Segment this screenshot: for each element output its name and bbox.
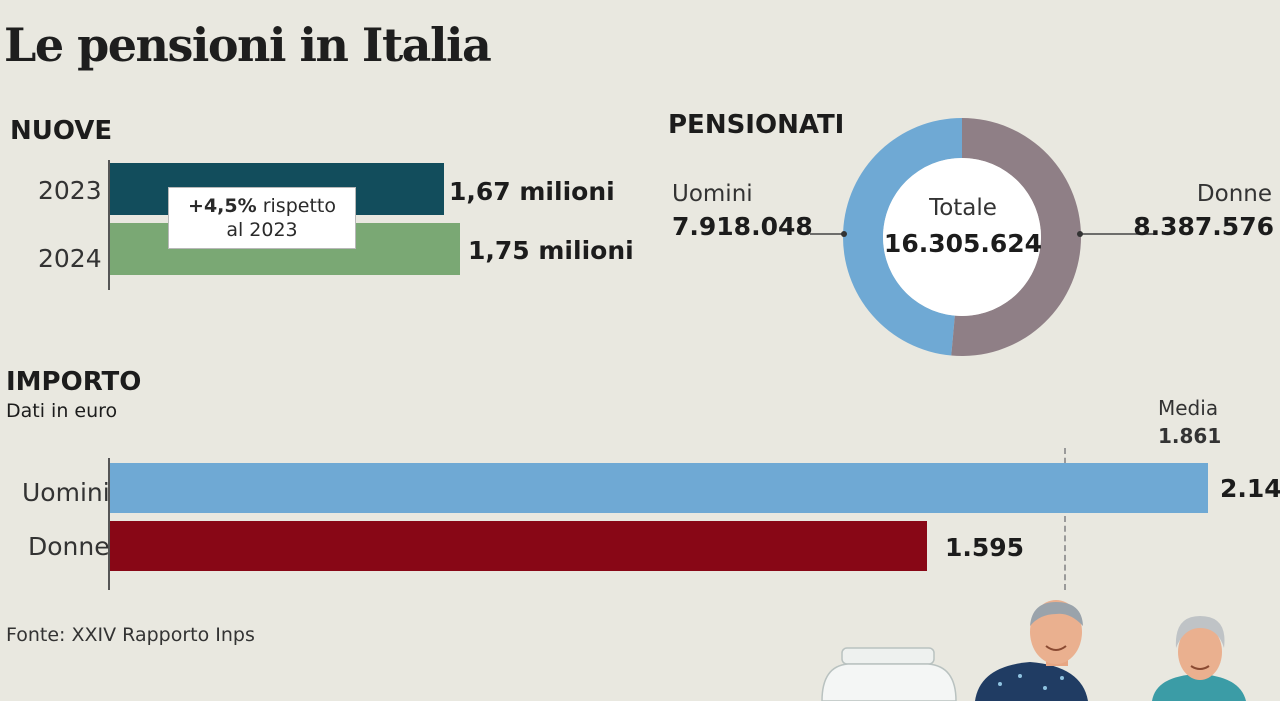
page-title: Le pensioni in Italia [4, 18, 492, 72]
nuove-tick-2024: 2024 [38, 244, 102, 273]
nuove-heading: NUOVE [10, 116, 113, 146]
leader-dot-women [1077, 231, 1083, 237]
nuove-tick-2023: 2023 [38, 176, 102, 205]
elderly-couple-illustration [821, 600, 1246, 701]
nuove-axis [108, 160, 110, 290]
media-value: 1.861 [1158, 424, 1222, 448]
annotation-text: rispetto [262, 195, 336, 217]
annotation-line2: al 2023 [226, 219, 298, 241]
importo-bar-women [110, 521, 927, 571]
importo-subtitle: Dati in euro [6, 400, 118, 422]
donut-label-women: Donne [1196, 181, 1272, 207]
donut-slice-donne [951, 118, 1081, 356]
importo-tick-men: Uomini [22, 478, 110, 507]
pensionati-donut-chart [810, 118, 1154, 356]
donut-slice-uomini [842, 118, 962, 356]
importo-bar-men [110, 463, 1208, 513]
importo-value-women: 1.595 [945, 533, 1025, 562]
donut-center-label: Totale [929, 195, 997, 221]
pensionati-heading: PENSIONATI [668, 110, 845, 140]
donut-value-women: 8.387.576 [1133, 212, 1274, 241]
media-label: Media [1158, 396, 1219, 420]
nuove-value-2023: 1,67 milioni [449, 177, 615, 206]
donut-label-men: Uomini [672, 181, 753, 207]
importo-value-men: 2.143 [1220, 474, 1280, 503]
nuove-annotation-box: +4,5% rispetto al 2023 [168, 187, 356, 249]
nuove-value-2024: 1,75 milioni [468, 236, 634, 265]
importo-axis [108, 458, 110, 590]
donut-hole [883, 158, 1041, 316]
donut-center-value: 16.305.624 [883, 229, 1043, 258]
annotation-highlight: +4,5% [188, 195, 257, 217]
media-reference-line [1064, 448, 1066, 590]
donut-value-men: 7.918.048 [672, 212, 813, 241]
importo-tick-women: Donne [28, 532, 110, 561]
source-note: Fonte: XXIV Rapporto Inps [6, 624, 255, 646]
leader-dot-men [841, 231, 847, 237]
importo-heading: IMPORTO [6, 367, 142, 397]
